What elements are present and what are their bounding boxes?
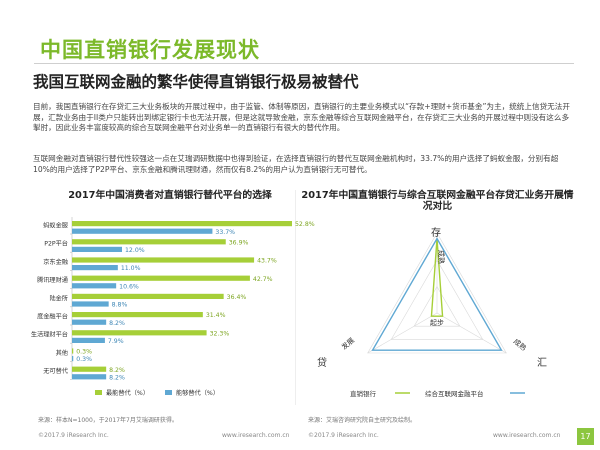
- radar-series-a: [430, 238, 444, 317]
- footer-copyright-right: ©2017.9 iResearch Inc.: [308, 432, 379, 439]
- bar-blue: [72, 246, 122, 252]
- bar-green: [72, 239, 226, 245]
- bar-value-label: 12.0%: [125, 247, 145, 254]
- bar-value-label: 32.3%: [210, 330, 230, 337]
- legend-green-label: 最能替代（%）: [106, 389, 149, 397]
- page-subtitle: 我国互联网金融的繁华使得直销银行极易被替代: [33, 73, 359, 91]
- bar-category-label: 京东金融: [43, 258, 68, 266]
- bar-blue: [72, 265, 118, 271]
- bar-green: [72, 312, 203, 318]
- bar-category-label: 腾讯理财通: [37, 276, 68, 284]
- bar-green: [72, 330, 207, 336]
- bar-category-label: 生活理财平台: [31, 331, 68, 339]
- radar-axis-label-right: 汇: [537, 356, 547, 369]
- bar-value-label: 42.7%: [253, 276, 273, 283]
- bar-green: [72, 293, 224, 299]
- bar-value-label: 31.4%: [206, 312, 226, 319]
- radar-legend-a: 直销银行: [350, 389, 377, 398]
- bar-green: [72, 275, 250, 281]
- legend-swatch-blue: [165, 390, 172, 395]
- bar-green: [72, 348, 74, 354]
- bar-blue: [72, 374, 107, 380]
- radar-grid-ring: [390, 259, 484, 340]
- bar-blue: [72, 283, 117, 289]
- radar-level-left: 发展: [340, 336, 357, 352]
- bar-value-label: 36.9%: [229, 239, 249, 246]
- bar-green: [72, 221, 292, 227]
- bar-value-label: 8.8%: [112, 302, 128, 309]
- radar-axis-label-top: 存: [431, 226, 441, 239]
- bar-value-label: 8.2%: [109, 320, 125, 327]
- bar-value-label: 11.0%: [121, 265, 141, 272]
- bar-value-label: 36.4%: [227, 294, 247, 301]
- page-number: 17: [577, 428, 594, 445]
- radar-spoke: [367, 312, 438, 354]
- bar-blue: [72, 356, 74, 362]
- chart-divider: [295, 190, 296, 405]
- legend-blue-label: 能够替代（%）: [176, 389, 219, 397]
- bar-value-label: 10.6%: [119, 283, 139, 290]
- radar-grid-ring: [367, 232, 507, 354]
- paragraph-2: 互联网金融对直销银行替代性较强这一点在艾瑞调研数据中也得到验证，在选择直销银行的…: [33, 154, 559, 174]
- right-chart-title: 2017年中国直销银行与综合互联网金融平台存贷汇业务开展情况对比: [301, 190, 574, 212]
- bar-blue: [72, 337, 105, 343]
- radar-legend-b: 综合互联网金融平台: [425, 389, 484, 398]
- radar-spoke: [436, 312, 507, 354]
- radar-series-b: [371, 237, 503, 351]
- radar-level-right: 成熟: [512, 337, 529, 353]
- legend-swatch-green: [95, 390, 102, 395]
- bar-value-label: 0.3%: [76, 349, 92, 356]
- bar-category-label: 无可替代: [43, 367, 69, 375]
- radar-level-top: 成熟: [437, 250, 446, 264]
- footer-copyright-left: ©2017.9 iResearch Inc.: [38, 432, 109, 439]
- footer-url-right: www.iresearch.com.cn: [493, 432, 561, 439]
- bar-green: [72, 257, 255, 263]
- bar-green: [72, 366, 107, 372]
- bar-value-label: 52.8%: [295, 221, 315, 228]
- radar-grid-ring: [413, 286, 461, 327]
- bar-value-label: 33.7%: [215, 229, 235, 236]
- bar-value-label: 43.7%: [257, 258, 277, 265]
- radar-level-center: 起步: [430, 319, 444, 327]
- paragraph-1: 目前，我国直销银行在存贷汇三大业务板块的开展过程中，由于监管、体制等原因，直销银…: [33, 102, 570, 133]
- right-chart-source: 来源：艾瑞咨询研究院自主研究及绘制。: [308, 417, 417, 424]
- bar-value-label: 7.9%: [108, 338, 124, 345]
- bar-blue: [72, 301, 109, 307]
- bar-blue: [72, 228, 213, 234]
- bar-blue: [72, 319, 107, 325]
- left-chart-title: 2017年中国消费者对直销银行替代平台的选择: [68, 190, 272, 201]
- footer-url-left: www.iresearch.com.cn: [222, 432, 290, 439]
- bar-category-label: P2P平台: [44, 240, 68, 248]
- bar-category-label: 陆金所: [49, 294, 68, 302]
- bar-value-label: 0.3%: [76, 356, 92, 363]
- bar-category-label: 其他: [56, 349, 68, 357]
- bar-value-label: 8.2%: [109, 374, 125, 381]
- bar-value-label: 8.2%: [109, 367, 125, 374]
- left-chart-source: 来源：样本N=1000，于2017年7月艾瑞调研获得。: [38, 417, 178, 424]
- title-divider: [34, 63, 574, 64]
- bar-category-label: 蚂蚁金服: [43, 222, 68, 230]
- page-title: 中国直销银行发展现状: [40, 38, 260, 62]
- bar-category-label: 度金融平台: [37, 313, 68, 321]
- radar-axis-label-left: 贷: [317, 356, 327, 369]
